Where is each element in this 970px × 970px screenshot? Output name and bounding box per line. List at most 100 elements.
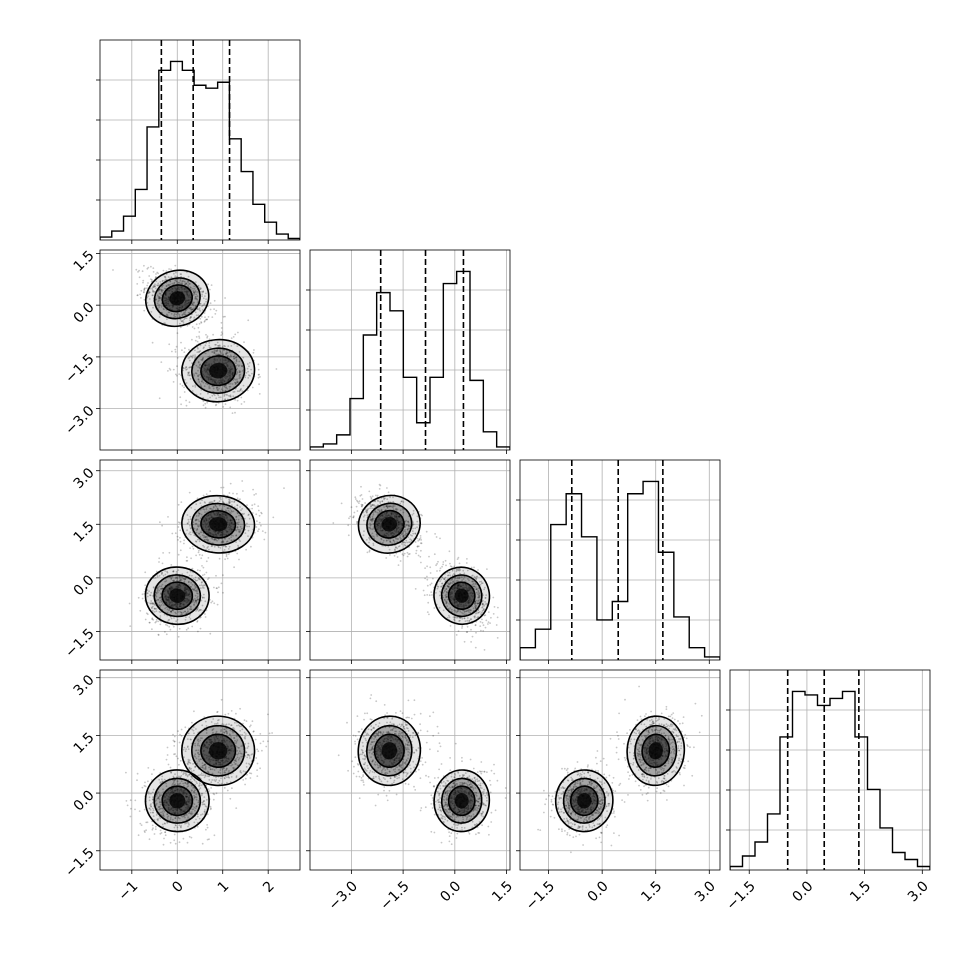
sample-point (461, 627, 463, 629)
sample-point (352, 516, 355, 519)
sample-point (173, 833, 176, 836)
sample-point (371, 518, 373, 521)
sample-point (388, 505, 391, 508)
sample-point (197, 369, 199, 372)
sample-point (196, 528, 199, 530)
sample-point (182, 837, 185, 840)
sample-point (252, 351, 255, 354)
sample-point (178, 841, 181, 844)
sample-point (161, 280, 164, 283)
sample-point (439, 580, 441, 582)
sample-point (238, 514, 240, 517)
sample-point (402, 535, 405, 537)
sample-point (218, 497, 221, 499)
sample-point (220, 334, 223, 337)
sample-point (167, 311, 170, 314)
sample-point (206, 336, 209, 339)
sample-point (247, 377, 250, 379)
sample-point (175, 280, 178, 283)
sample-point (213, 602, 216, 605)
sample-point (158, 289, 160, 292)
sample-point (216, 388, 219, 391)
sample-point (173, 826, 176, 829)
sample-point (152, 306, 154, 309)
sample-point (455, 611, 458, 614)
sample-point (164, 580, 167, 583)
sample-point (166, 570, 169, 573)
sample-point (440, 578, 443, 581)
sample-point (476, 575, 479, 578)
sample-point (179, 383, 182, 385)
sample-point (481, 603, 484, 605)
sample-point (192, 354, 195, 357)
sample-point (214, 538, 217, 541)
sample-point (455, 580, 458, 582)
sample-point (165, 278, 168, 281)
sample-point (201, 309, 204, 311)
sample-point (198, 578, 201, 581)
sample-point (361, 498, 364, 500)
sample-point (166, 813, 169, 816)
sample-point (183, 539, 186, 542)
sample-point (153, 819, 156, 821)
contour-line (440, 574, 483, 618)
sample-point (169, 766, 172, 769)
sample-point (386, 487, 388, 489)
sample-point (203, 539, 206, 541)
sample-point (196, 340, 199, 343)
sample-point (180, 611, 183, 614)
sample-point (371, 520, 373, 523)
sample-point (173, 313, 176, 315)
sample-point (215, 506, 218, 508)
sample-point (483, 588, 485, 591)
sample-point (198, 512, 201, 515)
sample-point (415, 552, 417, 555)
sample-point (463, 575, 466, 578)
sample-point (386, 498, 389, 501)
sample-point (194, 519, 197, 522)
sample-point (249, 374, 251, 377)
sample-point (158, 793, 161, 796)
sample-point (164, 278, 167, 281)
sample-point (186, 556, 188, 559)
sample-point (179, 776, 182, 778)
sample-point (148, 807, 151, 810)
sample-point (215, 792, 218, 795)
sample-point (416, 545, 419, 548)
sample-point (246, 363, 249, 365)
sample-point (399, 534, 401, 537)
sample-point (185, 616, 187, 618)
sample-point (201, 357, 204, 360)
sample-point (214, 313, 217, 315)
sample-point (222, 315, 225, 318)
sample-point (245, 372, 248, 374)
sample-point (188, 580, 190, 583)
sample-point (392, 539, 395, 542)
sample-point (154, 285, 156, 287)
sample-point (456, 610, 459, 613)
sample-point (168, 268, 171, 270)
sample-point (199, 787, 202, 789)
sample-point (239, 529, 241, 531)
sample-point (180, 826, 182, 829)
sample-point (209, 501, 212, 504)
sample-point (397, 545, 400, 548)
sample-point (189, 527, 192, 529)
sample-point (197, 519, 199, 521)
sample-point (219, 350, 222, 353)
sample-point (257, 530, 259, 532)
sample-point (365, 511, 368, 513)
sample-point (186, 841, 189, 844)
sample-point (407, 524, 410, 527)
sample-point (191, 308, 194, 310)
sample-point (222, 406, 225, 408)
sample-point (158, 585, 161, 588)
sample-point (214, 508, 217, 511)
sample-point (200, 321, 203, 324)
sample-point (457, 577, 460, 580)
sample-point (144, 571, 147, 574)
sample-point (155, 570, 158, 573)
sample-point (190, 767, 193, 770)
sample-point (152, 796, 154, 799)
sample-point (385, 505, 388, 507)
